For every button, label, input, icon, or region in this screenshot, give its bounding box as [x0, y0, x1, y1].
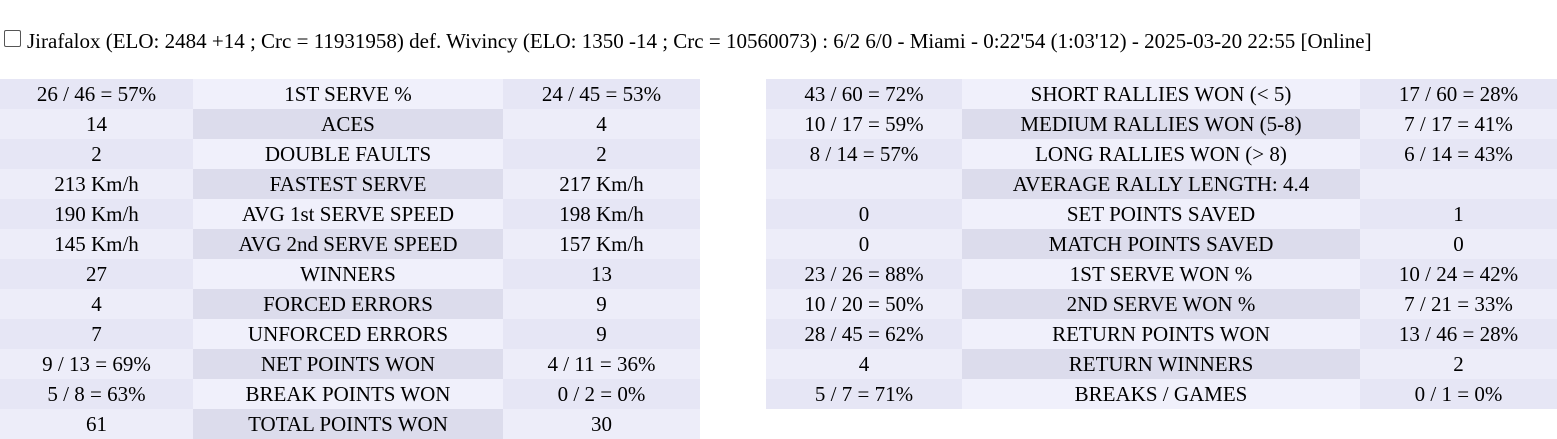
- stat-label: RETURN WINNERS: [962, 349, 1360, 379]
- stat-label: TOTAL POINTS WON: [193, 409, 503, 439]
- player1-stat-value: 9 / 13 = 69%: [0, 349, 193, 379]
- stat-row: 43 / 60 = 72% SHORT RALLIES WON (< 5) 17 /…: [766, 79, 1557, 109]
- stat-row: 2 DOUBLE FAULTS 2: [0, 139, 700, 169]
- player2-stat-value: 4 / 11 = 36%: [503, 349, 700, 379]
- player2-stat-value: 17 / 60 = 28%: [1360, 79, 1557, 109]
- match-summary-text: Jirafalox (ELO: 2484 +14 ; Crc = 1193195…: [27, 28, 1372, 53]
- player1-stat-value: 5 / 7 = 71%: [766, 379, 962, 409]
- stat-row: 5 / 7 = 71% BREAKS / GAMES 0 / 1 = 0%: [766, 379, 1557, 409]
- player2-stat-value: 13: [503, 259, 700, 289]
- stat-label: 2ND SERVE WON %: [962, 289, 1360, 319]
- player1-stat-value: 7: [0, 319, 193, 349]
- stat-row: 14 ACES 4: [0, 109, 700, 139]
- player1-stat-value: 4: [766, 349, 962, 379]
- stat-label: MATCH POINTS SAVED: [962, 229, 1360, 259]
- player1-stat-value: 10 / 17 = 59%: [766, 109, 962, 139]
- player2-stat-value: 217 Km/h: [503, 169, 700, 199]
- stat-row: 145 Km/h AVG 2nd SERVE SPEED 157 Km/h: [0, 229, 700, 259]
- stat-label: AVERAGE RALLY LENGTH: 4.4: [962, 169, 1360, 199]
- player1-stat-value: 213 Km/h: [0, 169, 193, 199]
- player1-stat-value: 43 / 60 = 72%: [766, 79, 962, 109]
- stat-label: BREAKS / GAMES: [962, 379, 1360, 409]
- player2-stat-value: 24 / 45 = 53%: [503, 79, 700, 109]
- stat-label: AVG 1st SERVE SPEED: [193, 199, 503, 229]
- stat-label: 1ST SERVE %: [193, 79, 503, 109]
- stat-row: 0 SET POINTS SAVED 1: [766, 199, 1557, 229]
- stat-row: 10 / 20 = 50% 2ND SERVE WON % 7 / 21 = 33%: [766, 289, 1557, 319]
- player1-stat-value: 28 / 45 = 62%: [766, 319, 962, 349]
- stat-label: LONG RALLIES WON (> 8): [962, 139, 1360, 169]
- player1-stat-value: 8 / 14 = 57%: [766, 139, 962, 169]
- stat-label: BREAK POINTS WON: [193, 379, 503, 409]
- stat-row: 4 FORCED ERRORS 9: [0, 289, 700, 319]
- stat-label: UNFORCED ERRORS: [193, 319, 503, 349]
- stat-label: 1ST SERVE WON %: [962, 259, 1360, 289]
- stat-row: 23 / 26 = 88% 1ST SERVE WON % 10 / 24 = 42…: [766, 259, 1557, 289]
- player2-stat-value: 9: [503, 289, 700, 319]
- player2-stat-value: [1360, 169, 1557, 199]
- player1-stat-value: 26 / 46 = 57%: [0, 79, 193, 109]
- player2-stat-value: 2: [503, 139, 700, 169]
- stat-label: MEDIUM RALLIES WON (5-8): [962, 109, 1360, 139]
- stat-label: FASTEST SERVE: [193, 169, 503, 199]
- player1-stat-value: 0: [766, 199, 962, 229]
- stat-row: 9 / 13 = 69% NET POINTS WON 4 / 11 = 36%: [0, 349, 700, 379]
- player1-stat-value: [766, 169, 962, 199]
- player2-stat-value: 157 Km/h: [503, 229, 700, 259]
- player1-stat-value: 14: [0, 109, 193, 139]
- player2-stat-value: 2: [1360, 349, 1557, 379]
- stat-row: 26 / 46 = 57% 1ST SERVE % 24 / 45 = 53%: [0, 79, 700, 109]
- player1-stat-value: 145 Km/h: [0, 229, 193, 259]
- stat-row: 0 MATCH POINTS SAVED 0: [766, 229, 1557, 259]
- player1-stat-value: 2: [0, 139, 193, 169]
- stat-label: ACES: [193, 109, 503, 139]
- stat-row: 8 / 14 = 57% LONG RALLIES WON (> 8) 6 / 14…: [766, 139, 1557, 169]
- stat-row: 7 UNFORCED ERRORS 9: [0, 319, 700, 349]
- player1-stat-value: 5 / 8 = 63%: [0, 379, 193, 409]
- stat-row: 213 Km/h FASTEST SERVE 217 Km/h: [0, 169, 700, 199]
- stat-label: SET POINTS SAVED: [962, 199, 1360, 229]
- player2-stat-value: 10 / 24 = 42%: [1360, 259, 1557, 289]
- stat-label: DOUBLE FAULTS: [193, 139, 503, 169]
- match-select-checkbox[interactable]: [4, 29, 21, 47]
- player1-stat-value: 23 / 26 = 88%: [766, 259, 962, 289]
- stat-row: 61 TOTAL POINTS WON 30: [0, 409, 700, 439]
- player2-stat-value: 0: [1360, 229, 1557, 259]
- player2-stat-value: 198 Km/h: [503, 199, 700, 229]
- player2-stat-value: 9: [503, 319, 700, 349]
- right-stats-table: 43 / 60 = 72% SHORT RALLIES WON (< 5) 17 /…: [766, 79, 1557, 409]
- player2-stat-value: 30: [503, 409, 700, 439]
- player1-stat-value: 0: [766, 229, 962, 259]
- stat-label: SHORT RALLIES WON (< 5): [962, 79, 1360, 109]
- stat-label: WINNERS: [193, 259, 503, 289]
- player1-stat-value: 4: [0, 289, 193, 319]
- stat-label: NET POINTS WON: [193, 349, 503, 379]
- stat-row: 27 WINNERS 13: [0, 259, 700, 289]
- match-header: Jirafalox (ELO: 2484 +14 ; Crc = 1193195…: [4, 28, 1557, 54]
- player2-stat-value: 0 / 1 = 0%: [1360, 379, 1557, 409]
- stat-row: 190 Km/h AVG 1st SERVE SPEED 198 Km/h: [0, 199, 700, 229]
- player1-stat-value: 61: [0, 409, 193, 439]
- stat-row: 4 RETURN WINNERS 2: [766, 349, 1557, 379]
- player2-stat-value: 7 / 21 = 33%: [1360, 289, 1557, 319]
- stat-row: 28 / 45 = 62% RETURN POINTS WON 13 / 46 = …: [766, 319, 1557, 349]
- player1-stat-value: 27: [0, 259, 193, 289]
- stat-label: RETURN POINTS WON: [962, 319, 1360, 349]
- player2-stat-value: 4: [503, 109, 700, 139]
- player2-stat-value: 0 / 2 = 0%: [503, 379, 700, 409]
- player2-stat-value: 13 / 46 = 28%: [1360, 319, 1557, 349]
- player2-stat-value: 1: [1360, 199, 1557, 229]
- player2-stat-value: 7 / 17 = 41%: [1360, 109, 1557, 139]
- stat-label: FORCED ERRORS: [193, 289, 503, 319]
- player2-stat-value: 6 / 14 = 43%: [1360, 139, 1557, 169]
- stat-label: AVG 2nd SERVE SPEED: [193, 229, 503, 259]
- player1-stat-value: 10 / 20 = 50%: [766, 289, 962, 319]
- stat-row: AVERAGE RALLY LENGTH: 4.4: [766, 169, 1557, 199]
- left-stats-table: 26 / 46 = 57% 1ST SERVE % 24 / 45 = 53% 14 A…: [0, 79, 700, 439]
- stat-row: 10 / 17 = 59% MEDIUM RALLIES WON (5-8) 7 /…: [766, 109, 1557, 139]
- player1-stat-value: 190 Km/h: [0, 199, 193, 229]
- stat-row: 5 / 8 = 63% BREAK POINTS WON 0 / 2 = 0%: [0, 379, 700, 409]
